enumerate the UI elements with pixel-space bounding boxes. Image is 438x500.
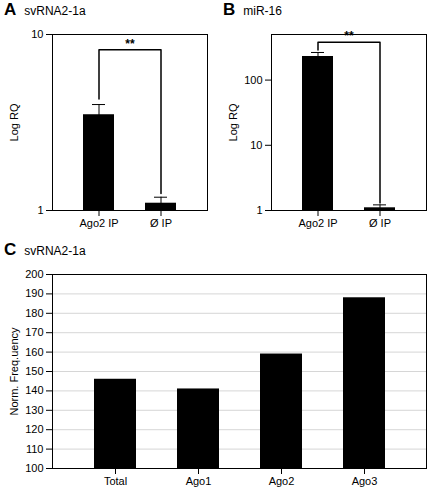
- svg-text:Total: Total: [104, 475, 127, 487]
- html-text:svRNA2-1a: svRNA2-1a: [24, 244, 86, 258]
- svg-text:10: 10: [31, 28, 43, 40]
- svg-text:Log RQ: Log RQ: [227, 103, 239, 141]
- svg-text:Log RQ: Log RQ: [8, 103, 20, 141]
- svg-text:110: 110: [26, 443, 44, 455]
- html-text:miR-16: miR-16: [243, 4, 282, 18]
- svg-text:Ago2: Ago2: [269, 475, 295, 487]
- svg-text:100: 100: [244, 74, 262, 86]
- svg-text:140: 140: [25, 384, 43, 396]
- svg-text:1: 1: [37, 204, 43, 216]
- svg-text:Ago3: Ago3: [352, 475, 378, 487]
- svg-text:1: 1: [256, 204, 262, 216]
- svg-text:120: 120: [25, 423, 43, 435]
- svg-text:Ago2 IP: Ago2 IP: [79, 217, 118, 229]
- svg-text:100: 100: [25, 462, 43, 474]
- svg-text:**: **: [125, 37, 135, 51]
- svg-text:**: **: [344, 29, 354, 43]
- svg-text:130: 130: [25, 404, 43, 416]
- svg-text:Ago2 IP: Ago2 IP: [298, 217, 337, 229]
- svg-text:Ago1: Ago1: [186, 475, 212, 487]
- svg-text:Norm. Freq.uency: Norm. Freq.uency: [8, 327, 20, 416]
- svg-text:200: 200: [25, 268, 43, 280]
- svg-text:190: 190: [25, 287, 43, 299]
- svg-text:160: 160: [25, 346, 43, 358]
- svg-text:170: 170: [25, 326, 43, 338]
- svg-text:150: 150: [25, 365, 43, 377]
- svg-text:Ø IP: Ø IP: [150, 217, 172, 229]
- html-text:svRNA2-1a: svRNA2-1a: [24, 4, 86, 18]
- svg-text:Ø IP: Ø IP: [369, 217, 391, 229]
- html-text:A: A: [4, 0, 17, 19]
- svg-text:10: 10: [250, 139, 262, 151]
- html-text:B: B: [223, 0, 236, 19]
- html-text:C: C: [4, 240, 17, 259]
- svg-text:180: 180: [25, 307, 43, 319]
